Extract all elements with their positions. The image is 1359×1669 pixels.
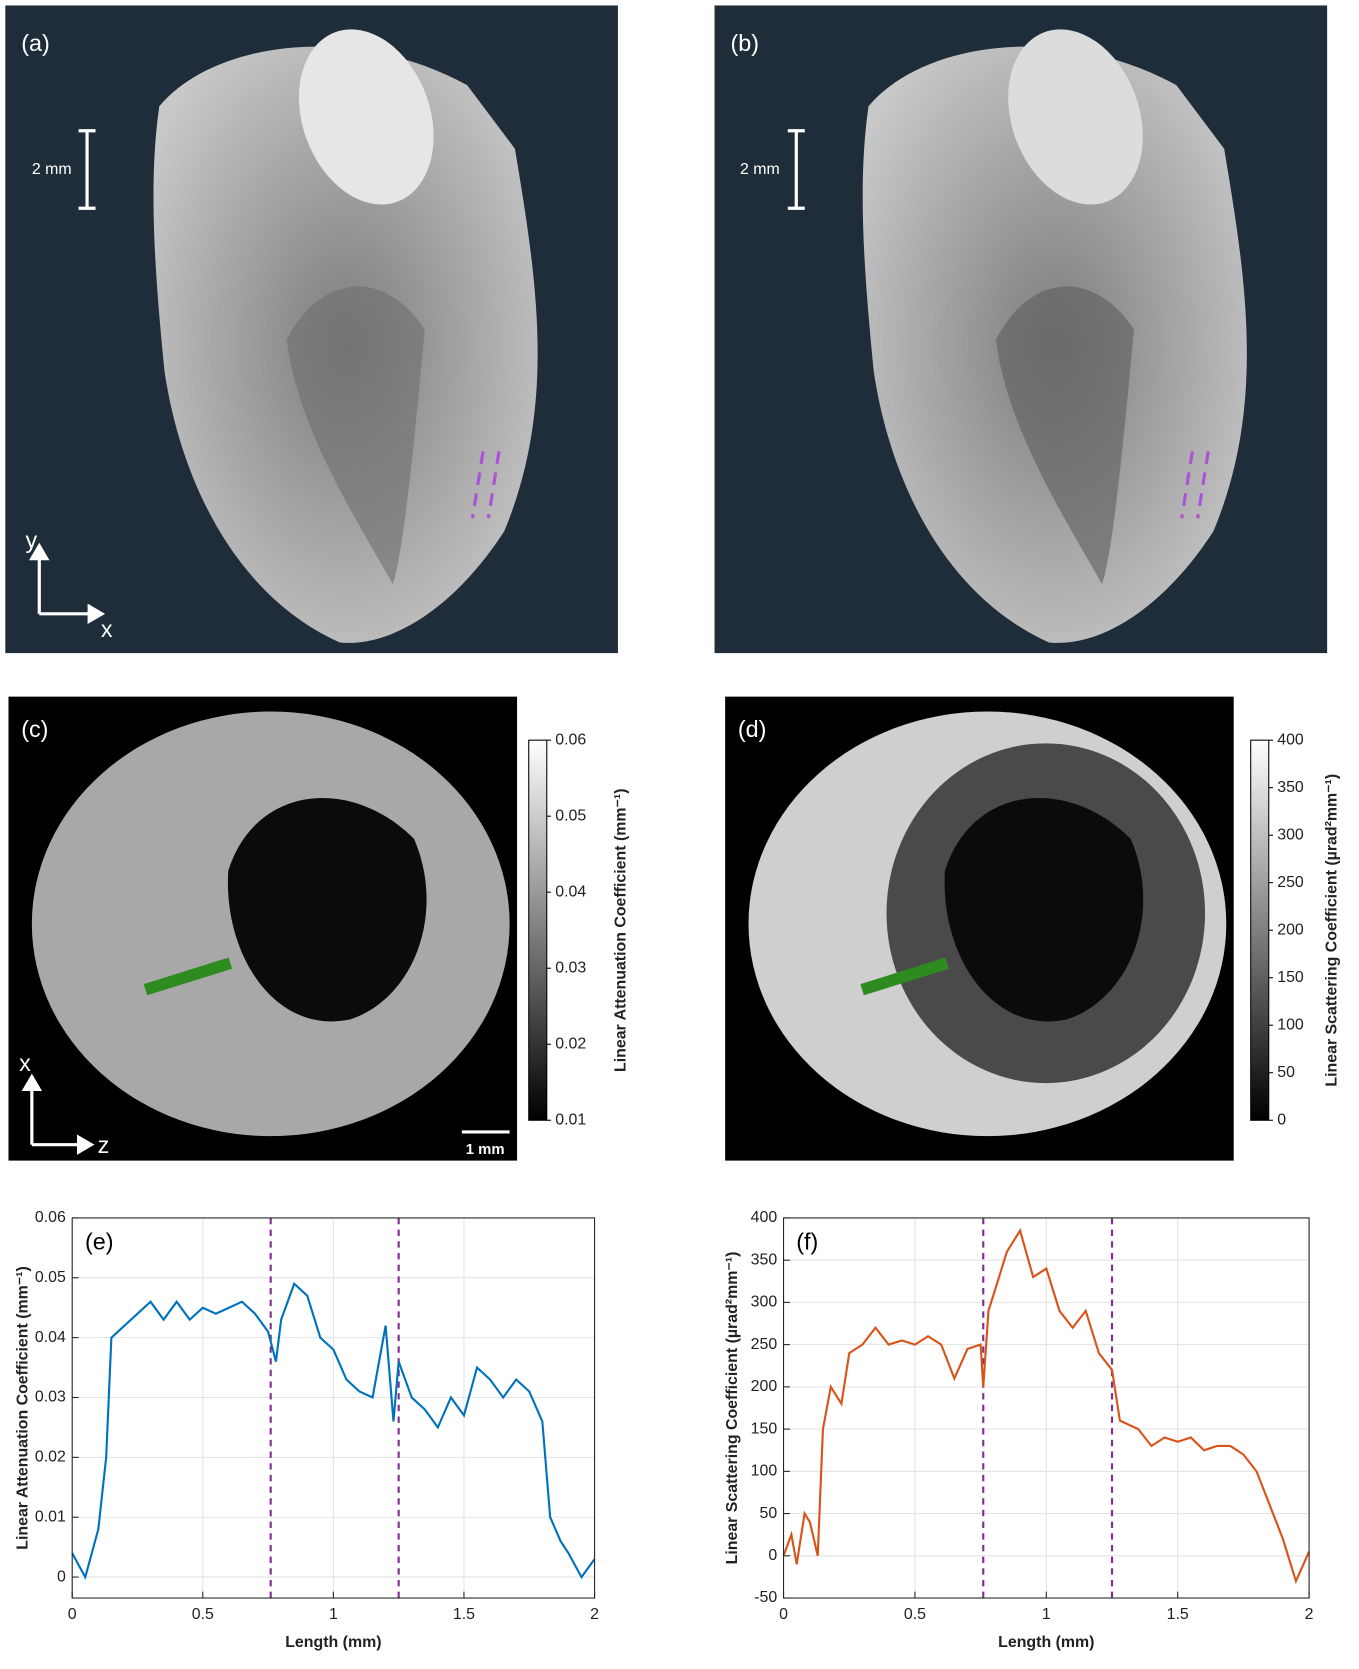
panel-label: (a) — [21, 30, 50, 56]
colorbar-tick-label: 0.05 — [555, 807, 586, 824]
x-tick-label: 1.5 — [453, 1606, 475, 1623]
colorbar-tick-label: 350 — [1277, 779, 1304, 796]
dashed-marker — [470, 451, 1210, 519]
colorbar-tick-label: 0.02 — [555, 1035, 586, 1052]
data-line — [71, 1281, 596, 1580]
x-axis-label: Length (mm) — [998, 1634, 1094, 1651]
colorbar-tick-label: 0.06 — [555, 731, 586, 748]
y-tick-label: 0.05 — [35, 1269, 66, 1286]
panel-label: (d) — [738, 716, 767, 742]
scale-bar-label: 2 mm — [32, 161, 72, 178]
x-axis-label: Length (mm) — [285, 1634, 381, 1651]
colorbar-tick-label: 300 — [1277, 826, 1304, 843]
colorbar-label: Linear Attenuation Coefficient (mm⁻¹) — [612, 788, 629, 1072]
section-detail — [944, 797, 1144, 1022]
profile-line — [143, 957, 233, 996]
heart-detail — [286, 286, 425, 585]
heart-detail — [1008, 29, 1143, 205]
x-tick-label: 1.5 — [1167, 1606, 1189, 1623]
axis-arrows — [21, 542, 106, 1155]
axis-arrow-label: x — [19, 1050, 31, 1076]
y-tick-label: 50 — [759, 1505, 777, 1522]
section-detail — [227, 797, 427, 1022]
colorbar-tick-label: 0.01 — [555, 1111, 586, 1128]
plot-frame — [783, 1217, 1310, 1599]
y-tick-label: 400 — [751, 1209, 778, 1226]
x-tick-label: 0.5 — [904, 1606, 926, 1623]
colorbar-tick-label: 200 — [1277, 921, 1304, 938]
colorbar-tick-label: 50 — [1277, 1064, 1295, 1081]
x-tick-label: 1 — [1042, 1606, 1051, 1623]
x-tick-label: 0 — [68, 1606, 77, 1623]
y-tick-label: 250 — [751, 1336, 778, 1353]
axis-arrow-label: y — [25, 527, 37, 553]
scale-bar — [78, 129, 805, 1134]
y-tick-label: 0.02 — [35, 1449, 66, 1466]
colorbar-tick-label: 100 — [1277, 1016, 1304, 1033]
y-tick-label: 0.04 — [35, 1329, 66, 1346]
y-tick-label: 150 — [751, 1420, 778, 1437]
y-tick-label: 100 — [751, 1463, 778, 1480]
x-tick-label: 0.5 — [192, 1606, 214, 1623]
y-axis-label: Linear Attenuation Coefficient (mm⁻¹) — [15, 1266, 32, 1550]
y-axis-label: Linear Scattering Coefficient (µrad²mm⁻¹… — [724, 1252, 741, 1565]
colorbar-tick-label: 0.04 — [555, 883, 586, 900]
colorbar-tick-label: 250 — [1277, 874, 1304, 891]
colorbar-tick-label: 0.03 — [555, 959, 586, 976]
axis-arrow-label: x — [101, 616, 113, 642]
heart-detail — [298, 29, 434, 205]
x-tick-label: 2 — [590, 1606, 599, 1623]
x-tick-label: 1 — [329, 1606, 338, 1623]
y-tick-label: 0.01 — [35, 1508, 66, 1525]
colorbar — [528, 739, 548, 1121]
y-tick-label: 0.03 — [35, 1389, 66, 1406]
y-tick-label: -50 — [754, 1589, 777, 1606]
x-tick-label: 2 — [1305, 1606, 1314, 1623]
panel-label: (b) — [730, 30, 759, 56]
panel-label: (f) — [796, 1229, 818, 1255]
y-tick-label: 200 — [751, 1378, 778, 1395]
heart-detail — [995, 286, 1134, 585]
colorbar-label: Linear Scattering Coefficient (µrad²mm⁻¹… — [1324, 774, 1341, 1087]
colorbar-tick-label: 150 — [1277, 969, 1304, 986]
colorbar — [1250, 739, 1270, 1121]
data-line — [782, 1227, 1311, 1585]
colorbar-tick-label: 0 — [1277, 1111, 1286, 1128]
panel-label: (e) — [85, 1229, 114, 1255]
panel-label: (c) — [21, 716, 48, 742]
scale-bar-label: 2 mm — [740, 161, 780, 178]
y-tick-label: 350 — [751, 1251, 778, 1268]
y-tick-label: 0.06 — [35, 1209, 66, 1226]
colorbar-tick-label: 400 — [1277, 731, 1304, 748]
profile-line — [860, 957, 949, 996]
x-tick-label: 0 — [779, 1606, 788, 1623]
axis-arrow-label: z — [98, 1132, 110, 1158]
y-tick-label: 0 — [57, 1568, 66, 1585]
y-tick-label: 0 — [768, 1547, 777, 1564]
scale-bar-label: 1 mm — [466, 1142, 505, 1158]
y-tick-label: 300 — [751, 1294, 778, 1311]
plot-frame — [71, 1217, 596, 1599]
